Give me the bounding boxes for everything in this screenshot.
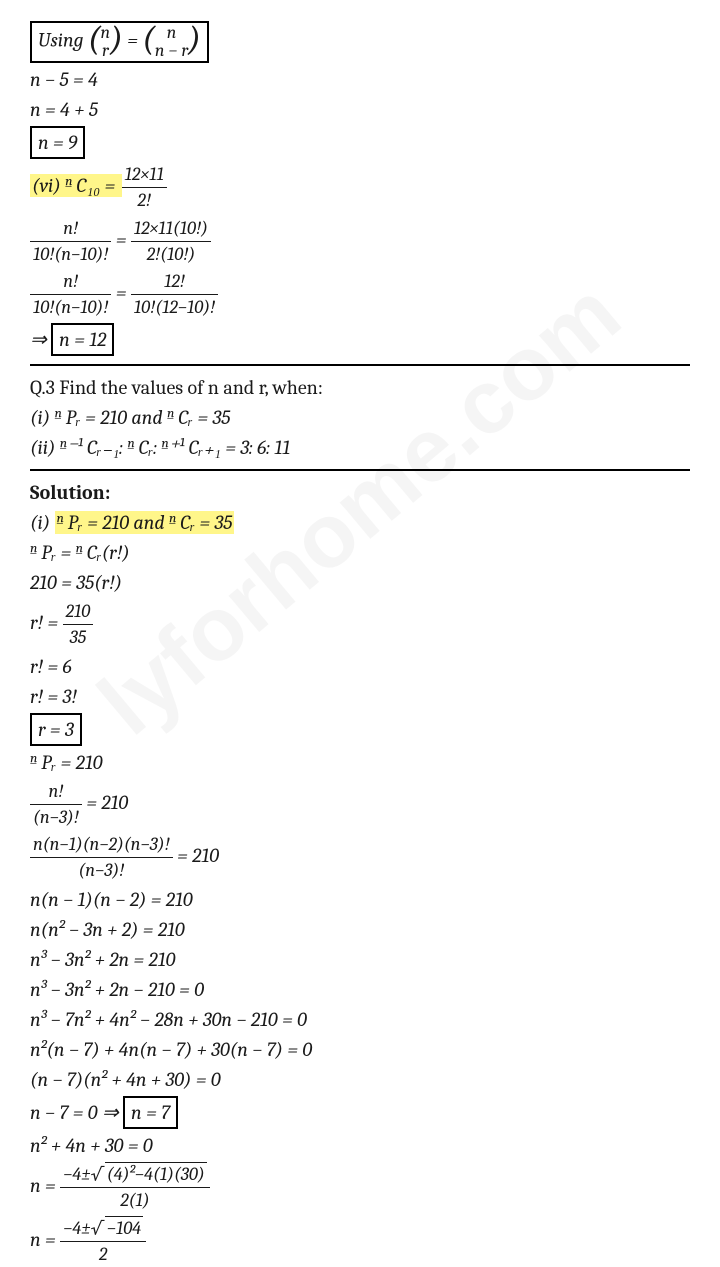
- divider-2: [30, 469, 690, 471]
- sol-s15: n²(n − 7) + 4n(n − 7) + 30(n − 7) = 0: [30, 1036, 690, 1063]
- sol-s14: n³ − 7n² + 4n² − 28n + 30n − 210 = 0: [30, 1006, 690, 1033]
- l6-boxed: n = 12: [51, 323, 114, 356]
- sol-s1: ⁿ Pᵣ = ⁿ Cᵣ(r!): [30, 539, 690, 566]
- s3-pre: r! =: [30, 611, 63, 634]
- sol-s2: 210 = 35(r!): [30, 569, 690, 596]
- sol-s13: n³ − 3n² + 2n − 210 = 0: [30, 976, 690, 1003]
- s6-boxed: r = 3: [30, 713, 82, 746]
- vi-lhs: ⁿ C₁₀ =: [65, 174, 120, 197]
- sol-s9: n(n−1)(n−2)(n−3)!(n−3)! = 210: [30, 832, 690, 883]
- sol-s11: n(n² − 3n + 2) = 210: [30, 916, 690, 943]
- sol-s7: ⁿ Pᵣ = 210: [30, 749, 690, 776]
- l5-eq: =: [116, 281, 131, 304]
- q3-heading: Q.3 Find the values of n and r, when:: [30, 374, 690, 401]
- vi-label: (vi): [32, 174, 65, 197]
- s8-den: (n−3)!: [30, 805, 82, 830]
- l4-d1: 10!(n−10)!: [30, 242, 111, 267]
- sol-s20: n = −4±√−104 2: [30, 1216, 690, 1267]
- s1-l2: n = 4 + 5: [30, 96, 690, 123]
- l5-n2: 12!: [131, 269, 218, 295]
- s8-post: = 210: [86, 791, 128, 814]
- l5-n1: n!: [30, 269, 111, 295]
- l4-n1: n!: [30, 216, 111, 242]
- binom1-bot: r: [101, 42, 111, 60]
- sol-i-pre: (i): [30, 511, 55, 534]
- identity-pre: Using: [38, 29, 88, 52]
- s20-pre: n =: [30, 1228, 60, 1251]
- s1-l5: n!10!(n−10)! = 12!10!(12−10)!: [30, 269, 690, 320]
- s17-boxed: n = 7: [123, 1096, 178, 1129]
- sol-s8: n!(n−3)! = 210: [30, 779, 690, 830]
- q3-ii: (ii) ⁿ⁻¹ Cᵣ₋₁: ⁿ Cᵣ: ⁿ⁺¹ Cᵣ₊₁ = 3: 6: 11: [30, 434, 690, 461]
- s17-pre: n − 7 = 0 ⇒: [30, 1101, 123, 1124]
- s9-post: = 210: [177, 844, 219, 867]
- s1-l3-boxed: n = 9: [30, 126, 85, 159]
- identity-eq: =: [127, 29, 142, 52]
- divider-1: [30, 364, 690, 366]
- sol-i-hl: ⁿ Pᵣ = 210 and ⁿ Cᵣ = 35: [55, 511, 235, 534]
- sol-s5: r! = 3!: [30, 683, 690, 710]
- s19-pre: n =: [30, 1174, 60, 1197]
- l4-eq: =: [116, 228, 131, 251]
- s8-num: n!: [30, 779, 82, 805]
- l5-d1: 10!(n−10)!: [30, 295, 111, 320]
- s3-num: 210: [63, 599, 94, 625]
- s3-den: 35: [63, 625, 94, 650]
- sol-s12: n³ − 3n² + 2n = 210: [30, 946, 690, 973]
- s20-den: 2: [60, 1242, 146, 1267]
- q3-i: (i) ⁿ Pᵣ = 210 and ⁿ Cᵣ = 35: [30, 404, 690, 431]
- page-content: Using (nr) = (nn − r) n − 5 = 4 n = 4 + …: [30, 21, 690, 1267]
- sol-s19: n = −4±√(4)²−4(1)(30) 2(1): [30, 1162, 690, 1213]
- s1-vi: (vi) ⁿ C₁₀ = 12×112!: [30, 162, 690, 213]
- s9-num: n(n−1)(n−2)(n−3)!: [30, 832, 173, 858]
- s19-numpre: −4±: [63, 1163, 91, 1185]
- l4-d2: 2!(10!): [131, 242, 211, 267]
- sol-s4: r! = 6: [30, 653, 690, 680]
- sol-s17: n − 7 = 0 ⇒ n = 7: [30, 1096, 690, 1129]
- sol-i-label: (i) ⁿ Pᵣ = 210 and ⁿ Cᵣ = 35: [30, 509, 690, 536]
- identity-boxed: Using (nr) = (nn − r): [30, 21, 690, 63]
- s19-sqrt: (4)²−4(1)(30): [105, 1162, 207, 1185]
- sol-s3: r! = 21035: [30, 599, 690, 650]
- l4-n2: 12×11(10!): [131, 216, 211, 242]
- l6-pre: ⇒: [30, 328, 51, 351]
- sol-s10: n(n − 1)(n − 2) = 210: [30, 886, 690, 913]
- s20-numpre: −4±: [63, 1217, 91, 1239]
- vi-den: 2!: [122, 188, 167, 213]
- s20-sqrt: −104: [105, 1216, 143, 1239]
- s1-l4: n!10!(n−10)! = 12×11(10!)2!(10!): [30, 216, 690, 267]
- s9-den: (n−3)!: [30, 858, 173, 883]
- s1-l1: n − 5 = 4: [30, 66, 690, 93]
- vi-num: 12×11: [122, 162, 167, 188]
- s19-den: 2(1): [60, 1188, 210, 1213]
- solution-heading: Solution:: [30, 479, 690, 506]
- sol-s18: n² + 4n + 30 = 0: [30, 1132, 690, 1159]
- s1-l3: n = 9: [30, 126, 690, 159]
- l5-d2: 10!(12−10)!: [131, 295, 218, 320]
- sol-s6: r = 3: [30, 713, 690, 746]
- sol-s16: (n − 7)(n² + 4n + 30) = 0: [30, 1066, 690, 1093]
- binom2-bot: n − r: [155, 42, 188, 60]
- s1-l6: ⇒ n = 12: [30, 323, 690, 356]
